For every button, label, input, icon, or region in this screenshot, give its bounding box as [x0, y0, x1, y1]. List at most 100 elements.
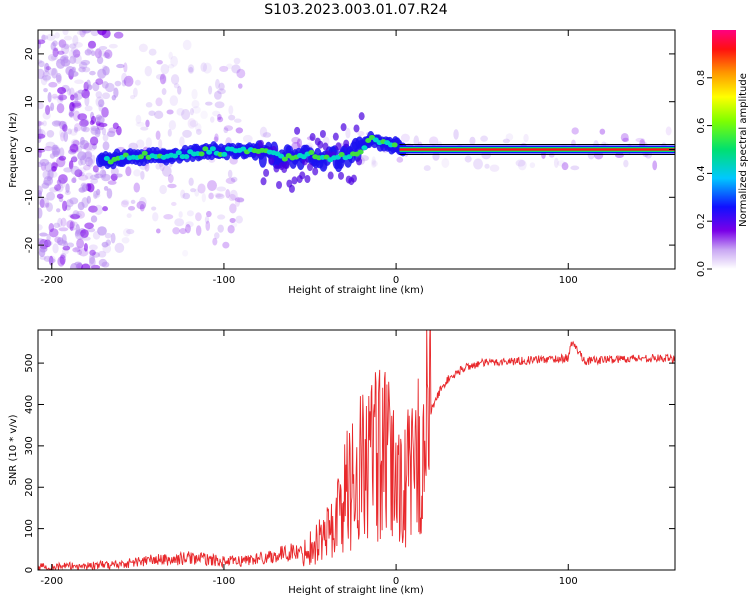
noise-blob: [87, 183, 95, 193]
ridge-scatter: [268, 156, 275, 165]
noise-blob: [205, 220, 211, 232]
noise-blob: [155, 130, 161, 140]
snr-ylabel: SNR (10 * v/v): [8, 414, 19, 485]
colorbar-tick-label: 0.2: [696, 213, 707, 229]
noise-blob: [172, 227, 181, 235]
ridge-core: [365, 138, 372, 144]
noise-blob: [413, 135, 420, 146]
y-tick-label: 500: [24, 354, 35, 373]
noise-blob: [652, 160, 658, 171]
noise-blob: [70, 156, 78, 163]
noise-blob: [38, 60, 45, 68]
noise-blob: [62, 124, 68, 132]
noise-blob: [98, 45, 108, 51]
noise-blob: [40, 75, 48, 86]
noise-blob: [50, 41, 56, 51]
noise-blob: [69, 102, 75, 112]
noise-blob: [89, 70, 96, 76]
noise-blob: [107, 180, 117, 185]
noise-blob: [182, 249, 189, 257]
ridge-scatter: [273, 164, 280, 173]
noise-blob: [74, 169, 83, 178]
noise-blob: [38, 120, 42, 127]
noise-blob: [110, 167, 119, 176]
noise-blob: [57, 178, 64, 187]
noise-blob: [63, 131, 69, 143]
noise-blob: [74, 79, 84, 85]
noise-blob: [72, 247, 81, 253]
noise-blob: [205, 101, 213, 106]
noise-blob: [38, 133, 46, 139]
noise-blob: [97, 30, 107, 36]
noise-blob: [194, 188, 200, 197]
noise-blob: [197, 183, 206, 194]
ridge-core: [206, 149, 213, 155]
noise-blob: [42, 111, 51, 120]
noise-blob: [44, 239, 52, 248]
ridge-scatter: [353, 124, 360, 133]
noise-blob: [101, 127, 107, 136]
noise-blob: [359, 155, 369, 162]
ridge-scatter: [294, 126, 301, 135]
noise-blob: [80, 136, 85, 146]
ridge-scatter: [343, 139, 350, 148]
noise-blob: [195, 225, 202, 237]
noise-blob: [133, 182, 141, 193]
noise-blob: [136, 139, 145, 149]
noise-blob: [106, 188, 113, 199]
noise-blob: [61, 43, 70, 55]
noise-blob: [140, 126, 149, 131]
noise-blob: [42, 71, 51, 82]
noise-blob: [102, 206, 108, 212]
noise-blob: [38, 102, 44, 110]
noise-blob: [95, 114, 103, 120]
ridge-scatter: [317, 140, 324, 149]
y-tick-label: 0: [24, 567, 35, 573]
y-tick-label: 200: [24, 478, 35, 497]
noise-blob: [229, 203, 237, 214]
noise-blob: [57, 50, 65, 55]
noise-blob: [81, 184, 89, 192]
noise-blob: [195, 212, 202, 222]
noise-blob: [45, 33, 56, 41]
noise-blob: [216, 186, 227, 192]
noise-blob: [225, 189, 231, 199]
noise-blob: [73, 126, 79, 133]
noise-blob: [61, 121, 68, 132]
noise-blob: [207, 180, 217, 191]
noise-blob: [38, 224, 43, 231]
noise-blob: [174, 218, 185, 227]
noise-blob: [70, 47, 79, 54]
noise-blob: [43, 175, 54, 186]
noise-blob: [400, 133, 410, 143]
noise-blob: [54, 184, 62, 191]
noise-blob: [187, 64, 195, 74]
spectrogram-ylabel: Frequency (Hz): [8, 112, 19, 188]
noise-blob: [81, 30, 92, 34]
colorbar-ticks: 0.0 0.2 0.4 0.6 0.8: [696, 70, 712, 277]
noise-blob: [90, 30, 100, 37]
noise-blob: [72, 176, 77, 184]
noise-blob: [71, 221, 78, 227]
noise-blob: [218, 82, 225, 91]
noise-blob: [48, 255, 54, 266]
noise-blob: [69, 128, 78, 136]
ridge-scatter: [257, 139, 264, 148]
noise-blob: [60, 58, 71, 67]
noise-blob: [235, 127, 244, 134]
noise-blob: [296, 138, 303, 148]
figure-title: S103.2023.003.01.07.R24: [264, 2, 447, 18]
noise-blob: [73, 123, 82, 132]
noise-blob: [182, 192, 191, 200]
noise-blob: [561, 162, 569, 171]
noise-blob: [195, 123, 202, 132]
noise-blob: [225, 177, 236, 184]
ridge-core: [361, 145, 368, 151]
noise-blob: [95, 171, 100, 176]
noise-blob: [63, 35, 73, 41]
noise-blob: [96, 188, 101, 196]
noise-blob: [58, 155, 67, 161]
noise-blob: [121, 79, 127, 87]
noise-blob: [110, 232, 116, 244]
noise-blob: [46, 202, 53, 212]
